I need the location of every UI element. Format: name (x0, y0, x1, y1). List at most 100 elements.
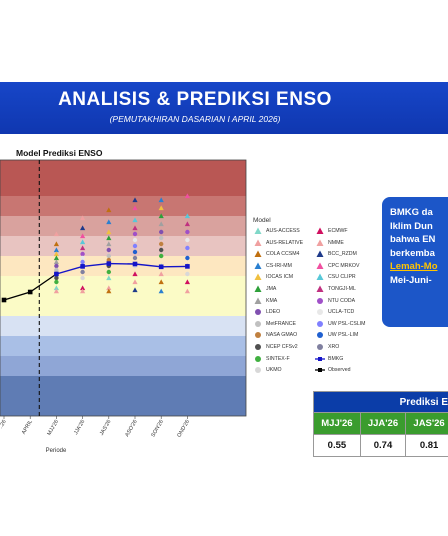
banner-subtitle: (PEMUTAKHIRAN DASARIAN I APRIL 2026) (109, 114, 281, 124)
ensemble-marker (54, 263, 59, 269)
ensemble-marker (80, 245, 86, 251)
legend-label: COLA CCSM4 (266, 251, 300, 258)
enso-band (0, 316, 246, 336)
ensemble-marker (158, 205, 164, 211)
bmkg-point (80, 264, 85, 269)
ensemble-marker (106, 247, 112, 253)
ensemble-marker (80, 225, 86, 231)
ensemble-marker (159, 235, 164, 241)
legend-item: KMA (253, 297, 311, 305)
ensemble-marker (53, 288, 59, 294)
ensemble-marker (132, 271, 138, 277)
ensemble-marker (80, 269, 85, 275)
enso-band (0, 336, 246, 356)
legend-label: UW PSL-LIM (328, 332, 359, 339)
legend-grid: AUS-ACCESS ECMWF AUS-RELATIVE NMME COLA CCSM… (253, 227, 383, 374)
legend-label: UW PSL-CSLIM (328, 320, 366, 327)
callout-line: BMKG da (390, 207, 433, 218)
ensemble-marker (53, 231, 59, 237)
ensemble-marker (80, 251, 85, 257)
legend-item: MetFRANCE (253, 320, 311, 328)
period-cell: MJJ'26 (313, 412, 361, 435)
legend-item: NMME (315, 239, 377, 247)
x-tick-label: ASO'26 (124, 419, 138, 438)
ensemble-marker (159, 247, 164, 253)
x-tick-label: SON'26 (150, 419, 165, 438)
callout-line: bahwa EN (390, 234, 436, 245)
ensemble-marker (158, 279, 164, 285)
ensemble-marker (132, 287, 138, 293)
callout-line: Iklim Dun (390, 220, 433, 232)
ensemble-marker (106, 275, 112, 281)
ensemble-marker (184, 288, 190, 294)
legend-item: JMA (253, 285, 311, 293)
legend-item: NCEP CFSv2 (253, 343, 311, 351)
ensemble-marker (106, 219, 112, 225)
legend-item: UW PSL-CSLIM (315, 320, 377, 328)
legend-marker-icon (254, 250, 262, 258)
bmkg-point (185, 264, 190, 269)
ensemble-marker (158, 197, 164, 203)
legend-item: TONGJI-ML (315, 285, 377, 293)
ensemble-marker (106, 241, 112, 247)
ensemble-marker (185, 271, 190, 277)
enso-band (0, 160, 246, 196)
ensemble-marker (158, 221, 164, 227)
legend-label: Observed (328, 367, 351, 374)
ensemble-marker (159, 229, 164, 235)
legend-label: CPC MRKOV (328, 262, 360, 269)
legend-label: IOCAS ICM (266, 274, 294, 281)
ensemble-marker (132, 217, 138, 223)
legend-label: UCLA-TCD (328, 309, 355, 316)
x-tick-label: MJJ'26 (46, 419, 60, 437)
legend-marker-icon (254, 239, 262, 246)
legend-item: NASA GMAO (253, 331, 311, 339)
ensemble-marker (53, 255, 59, 261)
legend-label: AUS-ACCESS (266, 228, 300, 234)
enso-band (0, 196, 246, 216)
legend-label: NASA GMAO (266, 332, 298, 339)
legend-label: MetFRANCE (266, 320, 296, 327)
ensemble-marker (185, 237, 190, 243)
callout-line: Mei-Juni- (390, 274, 432, 286)
value-cell: 0.81 (405, 434, 448, 457)
ensemble-marker (132, 249, 138, 255)
ensemble-marker (53, 247, 59, 253)
ensemble-marker (106, 229, 112, 235)
legend-label: SINTEX-F (266, 355, 290, 362)
legend-label: NCEP CFSv2 (266, 343, 298, 350)
x-tick-label: APRIL (21, 419, 34, 436)
ensemble-marker (132, 243, 138, 249)
legend-marker-icon (255, 332, 261, 339)
legend-label: BMKG (328, 355, 344, 362)
bmkg-point (132, 261, 138, 267)
ensemble-marker (132, 279, 138, 285)
legend-marker-icon (316, 285, 324, 292)
legend-marker-icon (317, 332, 323, 339)
legend-marker-icon (316, 262, 324, 269)
ensemble-marker (53, 259, 59, 265)
legend-marker-icon (317, 297, 323, 304)
legend-label: BCC_RZDM (328, 251, 357, 258)
prediction-table: Prediksi E MJJ'26 JJA'26 JAS'26 0.55 0.7… (313, 391, 448, 457)
legend-label: TONGJI-ML (328, 285, 356, 292)
ensemble-marker (185, 245, 190, 251)
callout-box: BMKG da Iklim Dun bahwa EN berkemba Lema… (382, 197, 448, 327)
ensemble-marker (80, 215, 86, 221)
legend-label: KMA (266, 297, 278, 304)
legend-item: CSU CLIPR (315, 273, 377, 281)
ensemble-marker (184, 279, 190, 285)
ensemble-marker (53, 241, 59, 247)
ensemble-marker (185, 229, 190, 235)
x-tick-label: JAS'26 (99, 419, 113, 437)
plot-frame (0, 159, 247, 417)
legend-marker-icon (317, 309, 323, 316)
value-cell: 0.74 (359, 434, 407, 457)
legend-heading: Model (253, 217, 271, 224)
bmkg-line (56, 262, 188, 275)
legend-marker-icon (255, 355, 261, 362)
legend-label: LDEO (266, 309, 281, 316)
x-tick-label: ..26 (0, 419, 8, 430)
ensemble-marker (80, 275, 85, 281)
